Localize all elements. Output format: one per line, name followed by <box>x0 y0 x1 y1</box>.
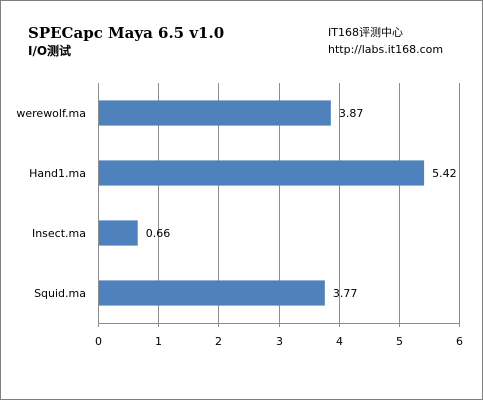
x-tick-label: 6 <box>456 335 463 348</box>
bar-hand1-ma <box>99 160 425 186</box>
url-annotation: http://labs.it168.com <box>328 43 443 56</box>
chart-title: SPECapc Maya 6.5 v1.0 <box>28 24 224 42</box>
bars <box>99 100 425 306</box>
value-label: 5.42 <box>432 167 457 180</box>
x-tick-label: 0 <box>95 335 102 348</box>
x-tick-label: 1 <box>155 335 162 348</box>
category-labels: werewolf.ma Hand1.ma Insect.ma Squid.ma <box>16 107 86 300</box>
x-tick-label: 5 <box>396 335 403 348</box>
brand-annotation: IT168评测中心 <box>328 26 403 39</box>
category-label: Squid.ma <box>34 287 86 300</box>
category-label: Hand1.ma <box>29 167 86 180</box>
value-label: 0.66 <box>146 227 171 240</box>
x-tick-labels: 0 1 2 3 4 5 6 <box>95 335 463 348</box>
bar-squid-ma <box>99 280 325 306</box>
category-label: werewolf.ma <box>16 107 86 120</box>
bar-insect-ma <box>99 220 138 246</box>
value-label: 3.87 <box>339 107 364 120</box>
x-tick-label: 4 <box>336 335 343 348</box>
chart-subtitle: I/O测试 <box>28 43 71 58</box>
value-labels: 3.87 5.42 0.66 3.77 <box>146 107 457 300</box>
x-tick-label: 3 <box>276 335 283 348</box>
value-label: 3.77 <box>333 287 358 300</box>
x-tick-label: 2 <box>215 335 222 348</box>
category-label: Insect.ma <box>32 227 86 240</box>
bar-werewolf-ma <box>99 100 331 126</box>
